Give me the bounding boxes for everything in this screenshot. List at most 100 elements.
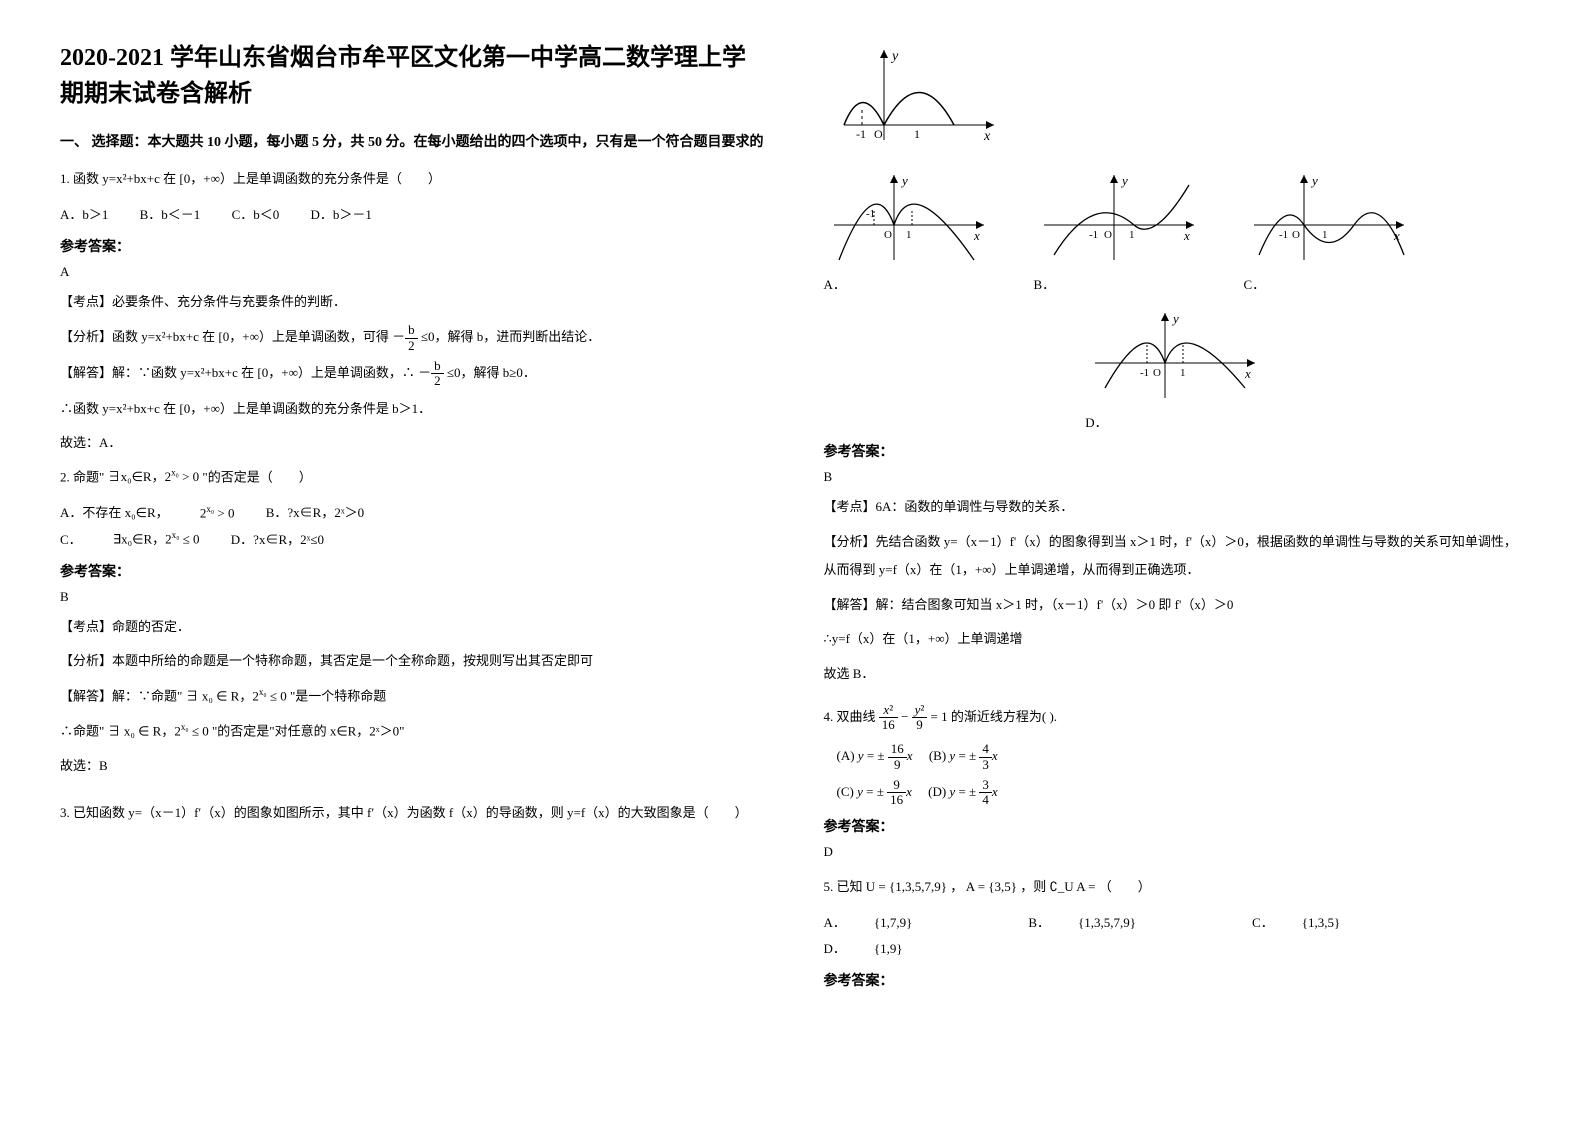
svg-text:y: y <box>890 49 899 64</box>
q4-eqA: y = ± 169x <box>858 748 913 763</box>
hyperbola-eq: x²16 − y²9 = 1 <box>879 703 948 733</box>
svg-text:y: y <box>1171 311 1179 326</box>
q3-options-row1: x y O -1 1 A． x y <box>824 165 1528 293</box>
frac-neg-b-over-2-2: －b2 <box>418 359 444 389</box>
q4-optD: (D) <box>928 784 946 799</box>
graph-icon: y x O -1 1 <box>824 40 1004 150</box>
q4-text: 4. 双曲线 x²16 − y²9 = 1 的渐近线方程为( ). <box>824 703 1528 733</box>
q3-optC-fig: x y O -1 1 C． <box>1244 165 1414 293</box>
q1-optD: D．b＞－1 <box>310 202 371 228</box>
left-column: 2020-2021 学年山东省烟台市牟平区文化第一中学高二数学理上学期期末试卷含… <box>60 40 764 998</box>
q4-eqB: y = ± 43x <box>949 748 997 763</box>
q1-fenxi-b: ≤0，解得 b，进而判断出结论． <box>421 329 600 344</box>
q5-optC: C．{1,3,5} <box>1252 910 1368 936</box>
q3-optB-fig: x y O -1 1 B． <box>1034 165 1204 293</box>
q3-optB-label: B． <box>1034 274 1204 293</box>
q2-options-row1: A．不存在 x₀∈R， 2x₀ > 0 B．?x∈R，2ˣ＞0 <box>60 500 764 526</box>
svg-text:y: y <box>900 173 908 188</box>
svg-text:y: y <box>1120 173 1128 188</box>
q1-jieda-a: 【解答】解：∵函数 y=x²+bx+c 在 [0，+∞）上是单调函数，∴ <box>60 365 418 380</box>
exam-title: 2020-2021 学年山东省烟台市牟平区文化第一中学高二数学理上学期期末试卷含… <box>60 40 764 112</box>
q1-options: A．b＞1 B．b＜－1 C．b＜0 D．b＞－1 <box>60 202 764 228</box>
q1-text: 1. 函数 y=x²+bx+c 在 [0，+∞）上是单调函数的充分条件是（ ） <box>60 166 764 192</box>
q2-text-b: "的否定是（ ） <box>202 469 311 484</box>
q3-answer-label: 参考答案： <box>824 441 1528 461</box>
q5-text-b: ， <box>950 879 963 894</box>
q2-jieda-line2: ∴命题" ∃ x₀ ∈ R，2x₀ ≤ 0 "的否定是"对任意的 x∈R，2ˣ＞… <box>60 717 764 746</box>
svg-text:O: O <box>1153 367 1161 379</box>
q1-jieda-c: ∴函数 y=x²+bx+c 在 [0，+∞）上是单调函数的充分条件是 b＞1． <box>60 395 764 424</box>
q1-fenxi-a: 【分析】函数 y=x²+bx+c 在 [0，+∞）上是单调函数，可得 <box>60 329 392 344</box>
q5-optD: D．{1,9} <box>824 936 931 962</box>
q1-optC: C．b＜0 <box>232 202 280 228</box>
q2-optD: D．?x∈R，2ˣ≤0 <box>231 527 324 553</box>
graph-icon: x y O -1 1 <box>824 165 994 265</box>
svg-text:O: O <box>874 127 883 141</box>
q2-answer-label: 参考答案： <box>60 561 764 581</box>
q1-jieda-line1: 【解答】解：∵函数 y=x²+bx+c 在 [0，+∞）上是单调函数，∴ －b2… <box>60 359 764 389</box>
q5-optB: B． {1,3,5,7,9} <box>1028 910 1164 936</box>
q5-optC-set: {1,3,5} <box>1302 910 1340 936</box>
svg-text:O: O <box>1292 229 1300 241</box>
q2-optB: B．?x∈R，2ˣ＞0 <box>266 500 364 526</box>
q2-kaodian: 【考点】命题的否定． <box>60 613 764 642</box>
svg-text:x: x <box>1393 228 1400 243</box>
q5-CuA: ∁_U A = <box>1050 879 1096 894</box>
q4-eqC: y = ± 916x <box>857 784 912 799</box>
q5-optA: A．{1,7,9} <box>824 910 941 936</box>
q3-optD-fig: x y O -1 1 D． <box>1085 303 1265 431</box>
svg-text:O: O <box>1104 229 1112 241</box>
q2-optC: C． ∃x₀∈R，2x₀ ≤ 0 <box>60 526 200 552</box>
q2-options-row2: C． ∃x₀∈R，2x₀ ≤ 0 D．?x∈R，2ˣ≤0 <box>60 526 764 552</box>
q1-fenxi: 【分析】函数 y=x²+bx+c 在 [0，+∞）上是单调函数，可得 －b2 ≤… <box>60 323 764 353</box>
svg-text:-1: -1 <box>1279 229 1288 241</box>
q3-text: 3. 已知函数 y=（x－1）f′（x）的图象如图所示，其中 f′（x）为函数 … <box>60 800 764 826</box>
svg-text:-1: -1 <box>856 127 866 141</box>
graph-icon: x y O -1 1 <box>1034 165 1204 265</box>
q2-optC-a: C． <box>60 527 82 553</box>
q2-jieda-d: "的否定是"对任意的 x∈R，2ˣ＞0" <box>212 723 404 738</box>
q4-text-a: 4. 双曲线 <box>824 708 876 723</box>
svg-text:O: O <box>884 229 892 241</box>
q2-jieda-c: ∴命题" <box>60 723 104 738</box>
q2-text: 2. 命题" ∃x₀∈R，2x₀ > 0 "的否定是（ ） <box>60 464 764 490</box>
q2-jieda-b: "是一个特称命题 <box>290 688 386 703</box>
svg-text:x: x <box>983 129 991 144</box>
q3-jieda-b: ∴y=f（x）在（1，+∞）上单调递增 <box>824 625 1528 654</box>
q5-optB-lab: B． <box>1028 910 1050 936</box>
q5-optA-lab: A． <box>824 910 846 936</box>
svg-text:x: x <box>1244 366 1251 381</box>
q5-text-d: （ ） <box>1099 879 1151 894</box>
svg-text:y: y <box>1310 173 1318 188</box>
q5-text-a: 5. 已知 <box>824 879 863 894</box>
q3-kaodian: 【考点】6A：函数的单调性与导数的关系． <box>824 493 1528 522</box>
q4-optA: (A) <box>837 748 855 763</box>
svg-text:x: x <box>973 228 980 243</box>
q5-answer-label: 参考答案： <box>824 970 1528 990</box>
q4-options-row1: (A) y = ± 169x (B) y = ± 43x <box>824 742 1528 772</box>
q1-answer: A <box>60 264 764 280</box>
svg-text:1: 1 <box>1180 367 1186 379</box>
q5-text: 5. 已知 U = {1,3,5,7,9} ， A = {3,5} ，则 ∁_U… <box>824 874 1528 900</box>
svg-text:x: x <box>1183 228 1190 243</box>
svg-text:1: 1 <box>1129 229 1135 241</box>
q3-jieda-c: 故选 B． <box>824 660 1528 689</box>
q4-answer-label: 参考答案： <box>824 816 1528 836</box>
svg-text:-1: -1 <box>866 208 875 220</box>
q4-optC: (C) <box>837 784 854 799</box>
svg-text:1: 1 <box>914 127 920 141</box>
q2-optA: A．不存在 x₀∈R， 2x₀ > 0 <box>60 500 234 526</box>
q3-jieda-a: 【解答】解：结合图象可知当 x＞1 时，（x－1）f'（x）＞0 即 f'（x）… <box>824 591 1528 620</box>
svg-text:1: 1 <box>906 229 912 241</box>
q3-optA-fig: x y O -1 1 A． <box>824 165 994 293</box>
q2-optA-a: A．不存在 x₀∈R， <box>60 500 169 526</box>
page: 2020-2021 学年山东省烟台市牟平区文化第一中学高二数学理上学期期末试卷含… <box>60 40 1527 998</box>
q5-optB-set: {1,3,5,7,9} <box>1078 910 1136 936</box>
q3-fenxi: 【分析】先结合函数 y=（x－1）f'（x）的图象得到当 x＞1 时，f'（x）… <box>824 528 1528 585</box>
graph-icon: x y O -1 1 <box>1244 165 1414 265</box>
q3-optC-label: C． <box>1244 274 1414 293</box>
q1-kaodian: 【考点】必要条件、充分条件与充要条件的判断． <box>60 288 764 317</box>
q4-text-b: 的渐近线方程为( ). <box>951 708 1057 723</box>
q3-options-row2: x y O -1 1 D． <box>824 303 1528 431</box>
q4-answer: D <box>824 844 1528 860</box>
